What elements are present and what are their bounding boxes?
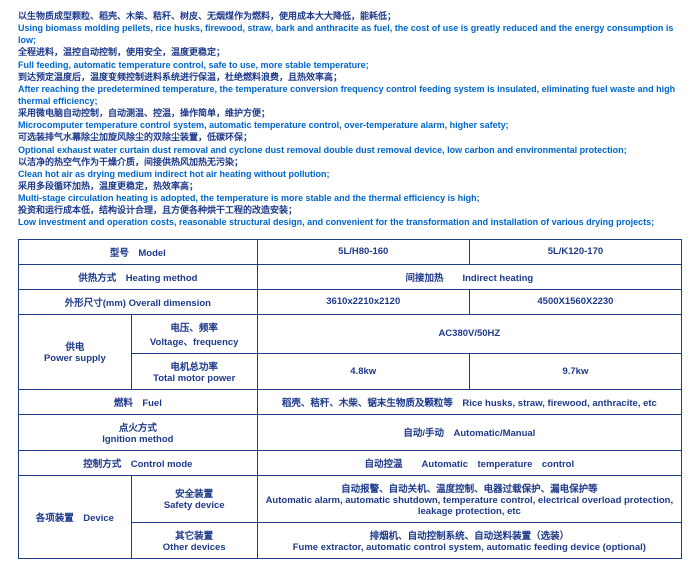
control-label: 控制方式 Control mode: [19, 450, 258, 475]
voltage-value: AC380V/50HZ: [257, 314, 681, 353]
ignition-value: 自动/手动 Automatic/Manual: [257, 414, 681, 450]
feature-en: Microcomputer temperature control system…: [18, 119, 682, 131]
feature-en: Optional exhaust water curtain dust remo…: [18, 144, 682, 156]
model-1: 5L/H80-160: [257, 239, 469, 264]
power-label: 供电Power supply: [19, 314, 132, 389]
motor-2: 9.7kw: [469, 353, 681, 389]
dimension-label: 外形尺寸(mm) Overall dimension: [19, 289, 258, 314]
model-header: 型号 Model: [19, 239, 258, 264]
feature-cn: 投资和运行成本低，结构设计合理，且方便各种烘干工程的改造安装；: [18, 204, 682, 216]
feature-cn: 可选装排气水幕除尘加旋风除尘的双除尘装置，低碳环保；: [18, 131, 682, 143]
device-label: 各项装置 Device: [19, 475, 132, 558]
heating-label: 供热方式 Heating method: [19, 264, 258, 289]
feature-en: Using biomass molding pellets, rice husk…: [18, 22, 682, 46]
ignition-label: 点火方式Ignition method: [19, 414, 258, 450]
safety-label: 安全装置Safety device: [131, 475, 257, 522]
feature-en: Low investment and operation costs, reas…: [18, 216, 682, 228]
fuel-label: 燃料 Fuel: [19, 389, 258, 414]
dimension-2: 4500X1560X2230: [469, 289, 681, 314]
feature-cn: 以洁净的热空气作为干燥介质，间接供热风加热无污染；: [18, 156, 682, 168]
feature-en: Multi-stage circulation heating is adopt…: [18, 192, 682, 204]
feature-list: 以生物质成型颗粒、稻壳、木柴、秸秆、树皮、无烟煤作为燃料，使用成本大大降低，能耗…: [18, 10, 682, 229]
model-2: 5L/K120-170: [469, 239, 681, 264]
feature-cn: 以生物质成型颗粒、稻壳、木柴、秸秆、树皮、无烟煤作为燃料，使用成本大大降低，能耗…: [18, 10, 682, 22]
feature-cn: 到达预定温度后，温度变频控制进料系统进行保温，杜绝燃料浪费，且热效率高；: [18, 71, 682, 83]
motor-1: 4.8kw: [257, 353, 469, 389]
fuel-value: 稻壳、秸秆、木柴、锯末生物质及颗粒等 Rice husks, straw, fi…: [257, 389, 681, 414]
dimension-1: 3610x2210x2120: [257, 289, 469, 314]
feature-cn: 全程进料，温控自动控制，使用安全，温度更稳定；: [18, 46, 682, 58]
voltage-label: 电压、频率Voltage、frequency: [131, 314, 257, 353]
feature-cn: 采用微电脑自动控制，自动测温、控温，操作简单，维护方便；: [18, 107, 682, 119]
spec-table: 型号 Model 5L/H80-160 5L/K120-170 供热方式 Hea…: [18, 239, 682, 559]
feature-cn: 采用多段循环加热，温度更稳定，热效率高；: [18, 180, 682, 192]
other-value: 排烟机、自动控制系统、自动送料装置（选装）Fume extractor, aut…: [257, 522, 681, 558]
heating-value: 间接加热 Indirect heating: [257, 264, 681, 289]
feature-en: After reaching the predetermined tempera…: [18, 83, 682, 107]
safety-value: 自动报警、自动关机、温度控制、电器过载保护、漏电保护等Automatic ala…: [257, 475, 681, 522]
feature-en: Full feeding, automatic temperature cont…: [18, 59, 682, 71]
feature-en: Clean hot air as drying medium indirect …: [18, 168, 682, 180]
motor-label: 电机总功率Total motor power: [131, 353, 257, 389]
control-value: 自动控温 Automatic temperature control: [257, 450, 681, 475]
other-label: 其它装置Other devices: [131, 522, 257, 558]
